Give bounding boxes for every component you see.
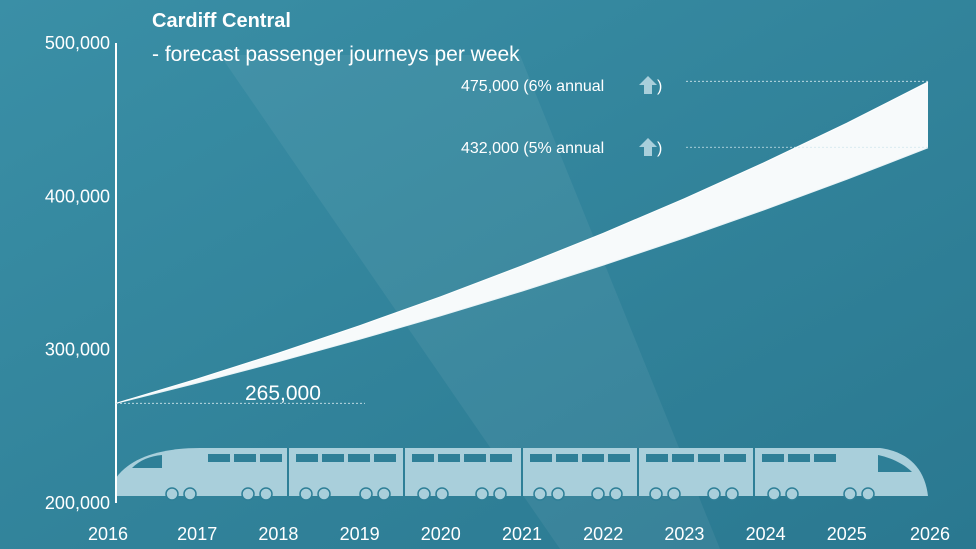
x-tick-label: 2024 [746,524,786,544]
high-annotation-text: 475,000 (6% annual [461,78,604,95]
low-annotation-text: 432,000 (5% annual [461,140,604,157]
up-arrow-icon [639,138,657,156]
high-annotation: 475,000 (6% annual ) [461,76,662,95]
series-line-6pct [115,81,929,404]
x-tick-label: 2025 [827,524,867,544]
x-axis-ticks: 2016 2017 2018 2019 2020 2021 2022 2023 2024 2025… [88,524,950,544]
up-arrow-icon [639,76,657,94]
y-axis-ticks: 500,000 400,000 300,000 200,000 [45,33,110,513]
chart-title: Cardiff Central [152,10,291,32]
x-tick-label: 2020 [421,524,461,544]
high-annotation-close: ) [657,78,662,95]
y-tick-label: 500,000 [45,33,110,53]
x-tick-label: 2019 [340,524,380,544]
y-tick-label: 400,000 [45,186,110,206]
start-value-label: 265,000 [245,382,321,405]
x-tick-label: 2016 [88,524,128,544]
y-tick-label: 300,000 [45,340,110,360]
low-annotation: 432,000 (5% annual ) [461,138,662,157]
x-tick-label: 2023 [664,524,704,544]
x-tick-label: 2022 [583,524,623,544]
x-tick-label: 2017 [177,524,217,544]
low-annotation-close: ) [657,140,662,157]
train-icon [116,448,928,501]
x-tick-label: 2018 [258,524,298,544]
series-line-5pct [115,147,929,404]
x-tick-label: 2026 [910,524,950,544]
y-tick-label: 200,000 [45,493,110,513]
chart-subtitle: - forecast passenger journeys per week [152,43,520,66]
x-tick-label: 2021 [502,524,542,544]
